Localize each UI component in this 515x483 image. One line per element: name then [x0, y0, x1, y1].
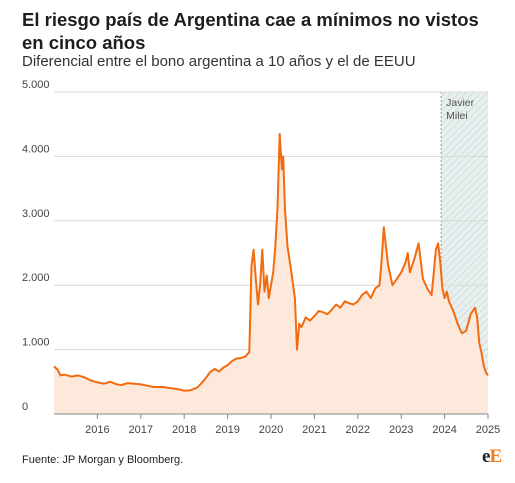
chart-title: El riesgo país de Argentina cae a mínimo… — [22, 9, 479, 53]
y-tick-label: 0 — [22, 401, 28, 413]
series-line — [53, 132, 489, 392]
x-tick-label: 2025 — [476, 424, 500, 436]
y-tick-label: 4.000 — [22, 143, 50, 155]
y-tick-label: 3.000 — [22, 208, 50, 220]
logo-letter-E: E — [489, 446, 502, 467]
y-tick-label: 2.000 — [22, 272, 50, 284]
y-tick-label: 5.000 — [22, 79, 50, 91]
x-tick-label: 2023 — [389, 424, 413, 436]
publisher-logo: eE — [482, 446, 502, 468]
y-tick-label: 1.000 — [22, 337, 50, 349]
x-tick-label: 2020 — [259, 424, 283, 436]
source-note: Fuente: JP Morgan y Bloomberg. — [22, 454, 184, 466]
logo-letter-e: e — [482, 446, 491, 467]
chart-subtitle: Diferencial entre el bono argentina a 10… — [22, 53, 416, 70]
x-tick-label: 2017 — [129, 424, 153, 436]
x-tick-label: 2018 — [172, 424, 196, 436]
x-tick-label: 2022 — [346, 424, 370, 436]
series-area — [54, 133, 488, 414]
milei-label-line: Javier — [446, 97, 475, 109]
x-tick-label: 2024 — [432, 424, 456, 436]
milei-label-line: Milei — [446, 110, 468, 122]
x-tick-label: 2021 — [302, 424, 326, 436]
x-tick-label: 2019 — [215, 424, 239, 436]
x-tick-label: 2016 — [85, 424, 109, 436]
